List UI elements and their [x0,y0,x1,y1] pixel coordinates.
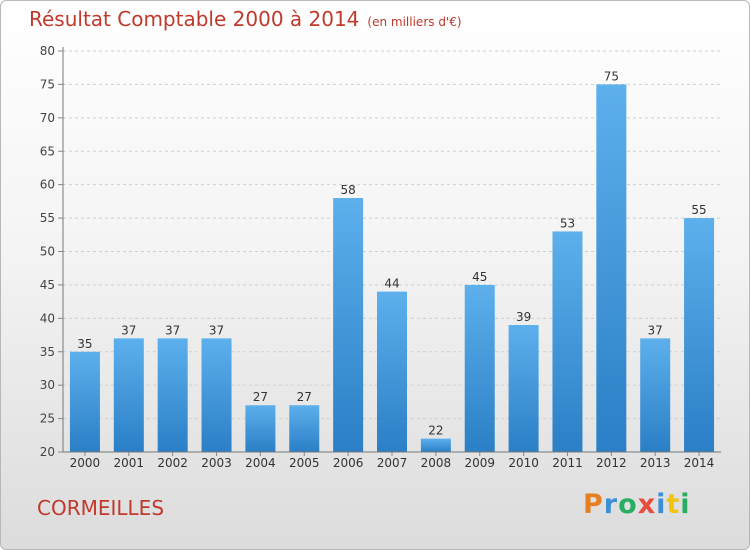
data-label: 22 [428,424,443,438]
data-label: 39 [516,310,531,324]
proxiti-logo: Proxiti [583,489,691,520]
y-tick-label: 50 [40,245,55,259]
y-tick-label: 30 [40,378,55,392]
y-tick-label: 20 [40,445,55,459]
y-tick-label: 60 [40,178,55,192]
x-tick-label: 2006 [333,456,364,470]
x-tick-label: 2012 [596,456,627,470]
y-tick-label: 65 [40,144,55,158]
bar [684,218,715,452]
bar [508,325,539,452]
bar [113,338,144,452]
y-tick-label: 35 [40,345,55,359]
x-tick-label: 2001 [114,456,145,470]
x-tick-label: 2002 [157,456,188,470]
y-tick-label: 70 [40,111,55,125]
location-name: CORMEILLES [37,496,165,520]
bar [596,84,627,453]
x-tick-label: 2007 [377,456,408,470]
data-label: 27 [297,390,312,404]
bar [245,405,276,452]
data-label: 55 [691,203,706,217]
data-label: 44 [384,277,399,291]
bar [333,198,364,452]
chart-title-text: Résultat Comptable 2000 à 2014 [29,7,360,31]
x-tick-label: 2003 [201,456,232,470]
data-labels: 35 37 37 37 27 27 58 44 22 45 39 53 75 37 55 [77,69,706,437]
y-tick-label: 80 [40,44,55,58]
x-tick-label: 2005 [289,456,320,470]
data-label: 37 [209,323,224,337]
data-label: 53 [560,216,575,230]
y-tick-label: 40 [40,311,55,325]
chart-title: Résultat Comptable 2000 à 2014 (en millie… [29,7,462,31]
bar [377,291,407,452]
data-label: 37 [121,323,136,337]
data-label: 27 [253,390,268,404]
x-axis-ticks: 2000 2001 2002 2003 2004 2005 2006 2007 2008 2009… [70,452,715,470]
x-tick-label: 2000 [70,456,101,470]
bar [69,351,100,452]
x-tick-label: 2004 [245,456,276,470]
data-label: 75 [604,69,619,83]
bar [552,231,583,452]
x-tick-label: 2009 [464,456,495,470]
axes [62,47,721,453]
bar [640,338,671,452]
bar [201,338,232,452]
y-tick-label: 55 [40,211,55,225]
y-tick-label: 45 [40,278,55,292]
bar [157,338,188,452]
chart-subtitle: (en milliers d'€) [367,15,462,29]
x-tick-label: 2013 [640,456,671,470]
x-tick-label: 2008 [421,456,452,470]
data-label: 45 [472,270,487,284]
bar [464,284,495,452]
data-label: 58 [340,183,355,197]
data-label: 35 [77,337,92,351]
y-tick-label: 25 [40,412,55,426]
x-tick-label: 2011 [552,456,583,470]
y-axis-ticks: 20 25 30 35 40 45 50 55 60 65 70 75 80 [40,44,63,459]
bar [420,438,451,452]
x-tick-label: 2010 [508,456,539,470]
data-label: 37 [648,323,663,337]
bars [69,84,715,453]
bar [289,405,320,452]
y-tick-label: 75 [40,77,55,91]
x-tick-label: 2014 [684,456,715,470]
data-label: 37 [165,323,180,337]
